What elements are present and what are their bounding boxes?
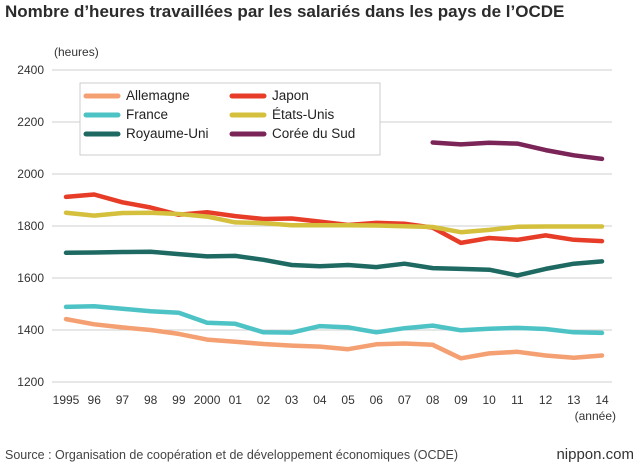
line-chart: 1200 1400 1600 1800 2000 2200 2400 1995 96 97 98 9… xyxy=(17,45,616,423)
x-tick-label: 04 xyxy=(313,393,327,407)
x-tick-label: 12 xyxy=(539,393,553,407)
y-tick-label: 1200 xyxy=(17,375,44,389)
legend-label: Japon xyxy=(272,88,309,103)
x-tick-label: 1995 xyxy=(53,393,80,407)
legend-box xyxy=(79,82,381,156)
x-tick-label: 02 xyxy=(257,393,271,407)
y-axis-label: (heures) xyxy=(54,45,99,59)
x-axis-ticks: 1995 96 97 98 99 2000 01 02 03 04 05 06 07 08 09 10 11 12… xyxy=(53,393,609,407)
chart-title: Nombre d’heures travaillées par les sala… xyxy=(5,2,565,21)
x-tick-label: 03 xyxy=(285,393,299,407)
brand-text: nippon.com xyxy=(556,446,634,463)
x-tick-label: 2000 xyxy=(194,393,221,407)
x-tick-label: 99 xyxy=(172,393,186,407)
source-note: Source : Organisation de coopération et … xyxy=(5,448,459,462)
series-line-cor-e-du-sud xyxy=(430,140,605,162)
x-tick-label: 08 xyxy=(426,393,440,407)
x-tick-label: 97 xyxy=(116,393,130,407)
x-tick-label: 13 xyxy=(567,393,581,407)
x-tick-label: 11 xyxy=(511,393,524,407)
x-tick-label: 07 xyxy=(398,393,412,407)
legend-label: Allemagne xyxy=(126,88,190,103)
series-line-japon xyxy=(63,192,605,246)
x-tick-label: 09 xyxy=(454,393,468,407)
legend-label: États-Unis xyxy=(272,107,335,122)
legend: Allemagne Japon France États-Unis Royaume-Un… xyxy=(79,82,381,156)
y-axis-ticks: 1200 1400 1600 1800 2000 2200 2400 xyxy=(17,63,44,389)
x-tick-label: 96 xyxy=(88,393,102,407)
x-tick-label: 01 xyxy=(229,393,243,407)
y-tick-label: 1800 xyxy=(17,219,44,233)
y-tick-label: 1600 xyxy=(17,271,44,285)
series-line--tats-unis xyxy=(63,210,605,235)
x-tick-label: 14 xyxy=(595,393,609,407)
y-tick-label: 2000 xyxy=(17,167,44,181)
series-line-allemagne xyxy=(63,316,605,361)
y-tick-label: 2400 xyxy=(17,63,44,77)
y-tick-label: 1400 xyxy=(17,323,44,337)
x-tick-label: 05 xyxy=(341,393,355,407)
legend-label: France xyxy=(126,107,168,122)
brand-logo: nippon.com xyxy=(556,446,634,463)
x-tick-label: 10 xyxy=(482,393,496,407)
legend-label: Royaume-Uni xyxy=(126,126,209,141)
x-axis-label: (année) xyxy=(575,409,616,423)
x-tick-label: 06 xyxy=(370,393,384,407)
series-lines xyxy=(63,140,605,361)
series-line-royaume-uni xyxy=(63,249,605,278)
y-tick-label: 2200 xyxy=(17,115,44,129)
legend-label: Corée du Sud xyxy=(272,126,355,141)
x-tick-label: 98 xyxy=(144,393,158,407)
series-line-france xyxy=(63,304,605,336)
